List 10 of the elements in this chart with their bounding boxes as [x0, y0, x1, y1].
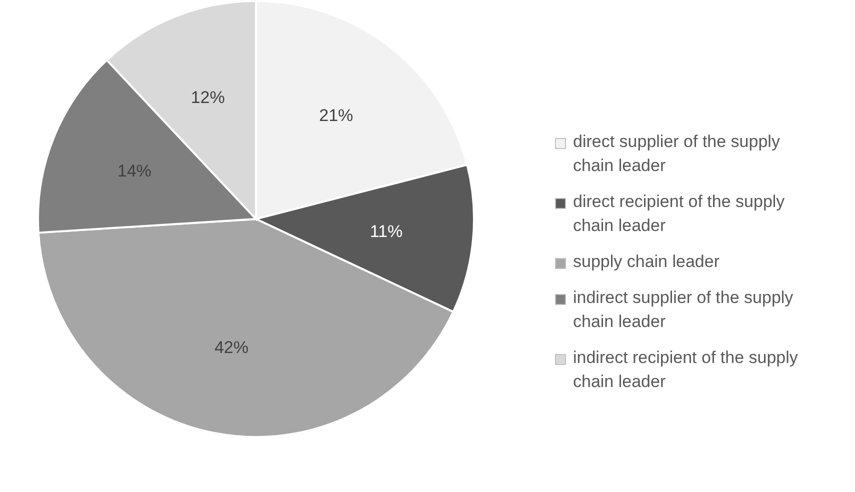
legend-label: direct recipient of the supply chain leader — [573, 191, 786, 237]
legend-label: supply chain leader — [573, 251, 720, 273]
data-label: 11% — [370, 222, 403, 241]
data-label: 14% — [117, 161, 152, 180]
data-label: 12% — [190, 88, 225, 107]
data-label: 42% — [214, 338, 249, 357]
slice-label: direct supplier of the supply chain leader — [573, 131, 781, 177]
legend-label: indirect supplier of the supply chain leader — [573, 287, 794, 333]
data-label: 21% — [319, 106, 354, 126]
legend-label: indirect recipient of the supply chain leader — [573, 347, 799, 393]
